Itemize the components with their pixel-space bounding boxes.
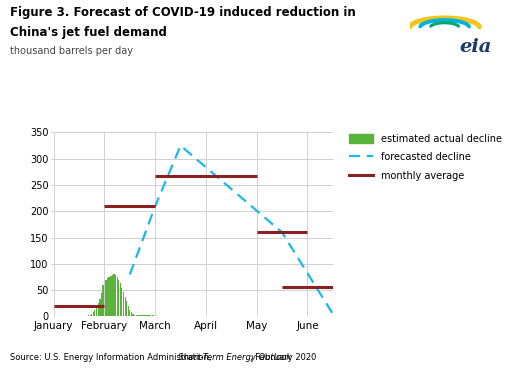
Bar [96, 307, 97, 316]
Bar [90, 315, 91, 316]
Bar [137, 315, 139, 316]
Bar [99, 299, 100, 316]
Bar [114, 275, 115, 316]
Bar [101, 293, 102, 316]
Bar [102, 285, 103, 316]
Text: , February 2020: , February 2020 [250, 354, 317, 362]
Bar [118, 280, 119, 316]
Bar [111, 276, 112, 316]
Bar [112, 275, 113, 316]
Bar [105, 280, 106, 316]
Text: Short-Term Energy Outlook: Short-Term Energy Outlook [178, 354, 291, 362]
Bar [124, 297, 126, 316]
Bar [127, 306, 129, 316]
Text: thousand barrels per day: thousand barrels per day [10, 46, 133, 56]
Bar [129, 309, 131, 316]
Bar [94, 310, 95, 316]
Bar [139, 315, 140, 316]
Bar [143, 315, 145, 316]
Text: China's jet fuel demand: China's jet fuel demand [10, 26, 167, 39]
Bar [134, 315, 135, 316]
Bar [93, 312, 94, 316]
Bar [152, 315, 153, 316]
Bar [117, 277, 118, 316]
Bar [132, 314, 134, 316]
Bar [115, 276, 116, 316]
Bar [150, 315, 151, 316]
Bar [121, 287, 122, 316]
Bar [140, 315, 142, 316]
Bar [109, 277, 110, 316]
Bar [145, 315, 146, 316]
Bar [153, 315, 154, 316]
Bar [98, 303, 99, 316]
Bar [107, 278, 108, 316]
Bar [148, 315, 150, 316]
Bar [142, 315, 143, 316]
Bar [88, 315, 90, 316]
Bar [126, 301, 127, 316]
Bar [146, 315, 148, 316]
Legend: estimated actual decline, forecasted decline, monthly average: estimated actual decline, forecasted dec… [349, 134, 502, 181]
Bar [91, 314, 93, 316]
Bar [123, 292, 124, 316]
Bar [136, 315, 137, 316]
Bar [131, 312, 132, 316]
Text: eia: eia [460, 38, 492, 56]
Bar [120, 283, 121, 316]
Text: Source: U.S. Energy Information Administration,: Source: U.S. Energy Information Administ… [10, 354, 215, 362]
Text: Figure 3. Forecast of COVID-19 induced reduction in: Figure 3. Forecast of COVID-19 induced r… [10, 6, 356, 18]
